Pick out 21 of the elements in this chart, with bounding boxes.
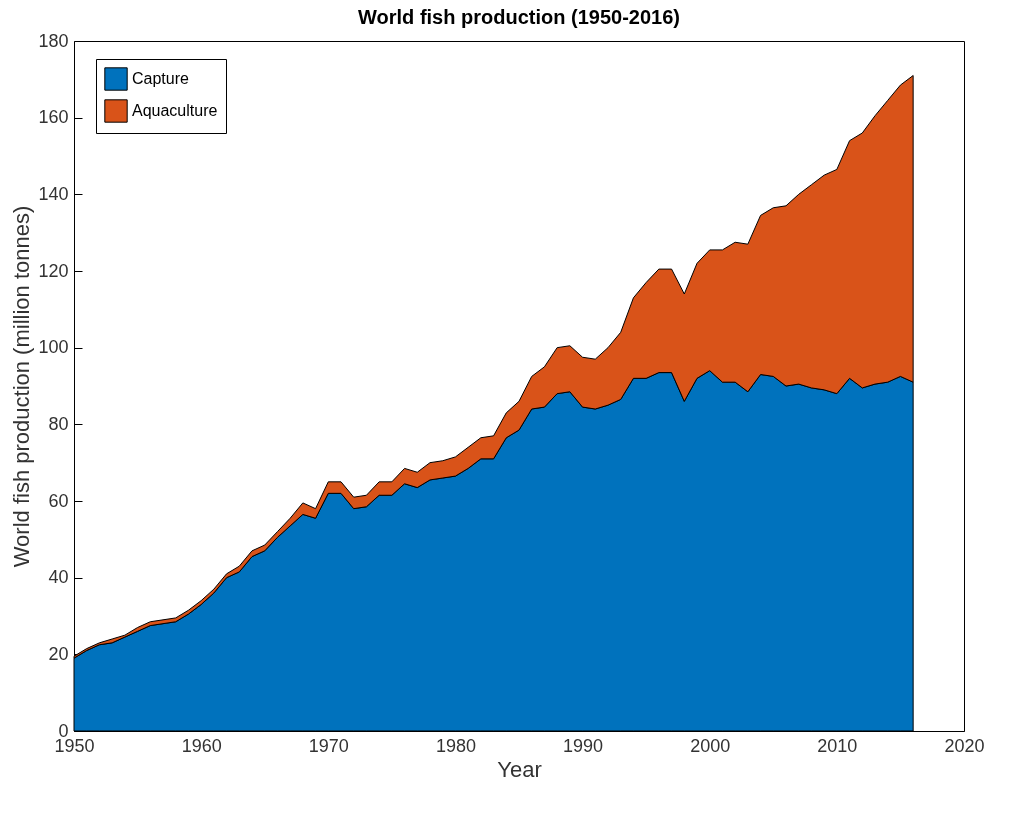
y-tick-label: 80: [48, 413, 69, 434]
y-tick-label: 40: [48, 567, 69, 588]
x-tick-label: 2000: [690, 735, 731, 756]
y-tick-label: 120: [38, 260, 69, 281]
legend-label: Aquaculture: [132, 102, 218, 119]
y-tick-label: 60: [48, 490, 69, 511]
legend-label: Capture: [132, 70, 190, 87]
x-tick-label: 1970: [308, 735, 349, 756]
y-tick-label: 20: [48, 643, 69, 664]
x-tick-label: 1980: [435, 735, 476, 756]
chart-title: World fish production (1950-2016): [358, 6, 680, 28]
y-tick-label: 160: [38, 107, 69, 128]
x-tick-label: 1990: [563, 735, 604, 756]
y-tick-label: 100: [38, 337, 69, 358]
y-tick-label: 180: [38, 30, 69, 51]
y-tick-label: 140: [38, 183, 69, 204]
x-tick-label: 2020: [944, 735, 985, 756]
x-tick-label: 2010: [817, 735, 858, 756]
x-tick-label: 1960: [181, 735, 222, 756]
x-axis-title: Year: [497, 756, 542, 782]
y-axis-title: World fish production (million tonnes): [9, 205, 35, 568]
